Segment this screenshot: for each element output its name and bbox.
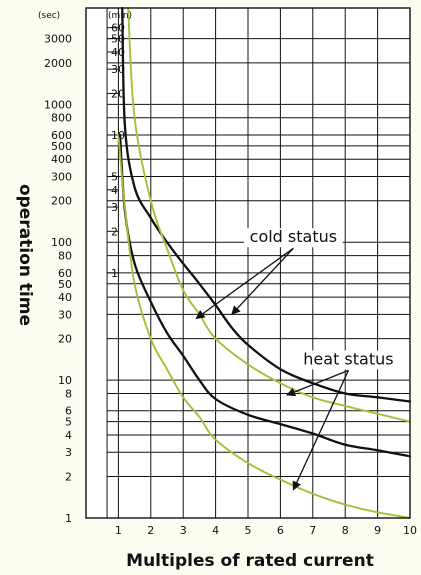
y-tick-label-min: 3 (111, 201, 118, 214)
y-tick-label-sec: 500 (51, 140, 72, 153)
annotation-arrow (195, 247, 294, 320)
y-tick-label-sec: 20 (58, 333, 72, 346)
y-tick-label-min: 10 (111, 129, 125, 142)
y-tick-label-sec: 4 (65, 429, 72, 442)
y-tick-label-sec: 100 (51, 236, 72, 249)
x-tick-label: 9 (374, 524, 381, 537)
y-unit-sec: (sec) (38, 11, 60, 21)
y-tick-label-sec: 30 (58, 308, 72, 321)
annotation-arrow (231, 247, 294, 316)
series-line-heat-status-2 (127, 7, 411, 423)
x-tick-label: 6 (277, 524, 284, 537)
y-unit-min: (min) (108, 11, 132, 21)
y-tick-label-sec: 800 (51, 112, 72, 125)
y-tick-label-min: 5 (111, 170, 118, 183)
annotation-arrow (286, 369, 349, 397)
y-tick-label-min: 60 (111, 22, 125, 35)
x-tick-label: 10 (403, 524, 417, 537)
y-tick-label-sec: 80 (58, 250, 72, 263)
plot-frame (85, 7, 411, 519)
y-tick-label-sec: 1000 (44, 98, 72, 111)
y-tick-label-sec: 10 (58, 374, 72, 387)
series-line-cold-status-1 (118, 133, 412, 458)
y-tick-label-sec: 200 (51, 195, 72, 208)
y-tick-label-sec: 2 (65, 470, 72, 483)
annotation-backdrop (244, 228, 343, 248)
y-tick-label-sec: 5 (65, 416, 72, 429)
annotation-backdrop (299, 350, 398, 370)
y-tick-label-sec: 8 (65, 387, 72, 400)
y-tick-label-sec: 50 (58, 278, 72, 291)
y-tick-label-sec: 2000 (44, 57, 72, 70)
x-tick-label: 3 (180, 524, 187, 537)
x-axis-label: Multiples of rated current (126, 551, 374, 571)
y-tick-label-min: 1 (111, 267, 118, 280)
x-tick-label: 1 (115, 524, 122, 537)
x-tick-label: 8 (342, 524, 349, 537)
y-tick-label-min: 50 (111, 33, 125, 46)
y-tick-label-sec: 40 (58, 291, 72, 304)
series-line-heat-status-3 (117, 134, 411, 519)
y-tick-label-sec: 300 (51, 170, 72, 183)
series-lines (117, 6, 412, 519)
y-tick-label-sec: 600 (51, 129, 72, 142)
x-tick-label: 5 (245, 524, 252, 537)
y-tick-label-min: 2 (111, 225, 118, 238)
annotation-heat-status: heat status (303, 349, 393, 368)
annotation-cold-status: cold status (250, 227, 337, 246)
tick-labels: 1 2 3 4 5 6 7 8 9 1030002000100080060050040030020… (38, 11, 417, 537)
y-tick-label-min: 40 (111, 46, 125, 59)
series-line-cold-status-0 (121, 6, 412, 403)
y-tick-label-min: 4 (111, 184, 118, 197)
y-tick-label-sec: 60 (58, 267, 72, 280)
y-tick-label-min: 30 (111, 63, 125, 76)
x-tick-label: 7 (309, 524, 316, 537)
y-tick-label-sec: 1 (65, 512, 72, 525)
y-tick-label-min: 20 (111, 87, 125, 100)
y-axis-label: operation time (15, 184, 35, 326)
annotations: cold status heat status (195, 227, 398, 491)
x-tick-label: 2 (147, 524, 154, 537)
y-tick-label-sec: 3 (65, 446, 72, 459)
annotation-arrow (292, 370, 350, 491)
x-tick-label: 4 (212, 524, 219, 537)
y-tick-label-sec: 3000 (44, 33, 72, 46)
y-tick-label-sec: 400 (51, 153, 72, 166)
y-tick-label-sec: 6 (65, 405, 72, 418)
